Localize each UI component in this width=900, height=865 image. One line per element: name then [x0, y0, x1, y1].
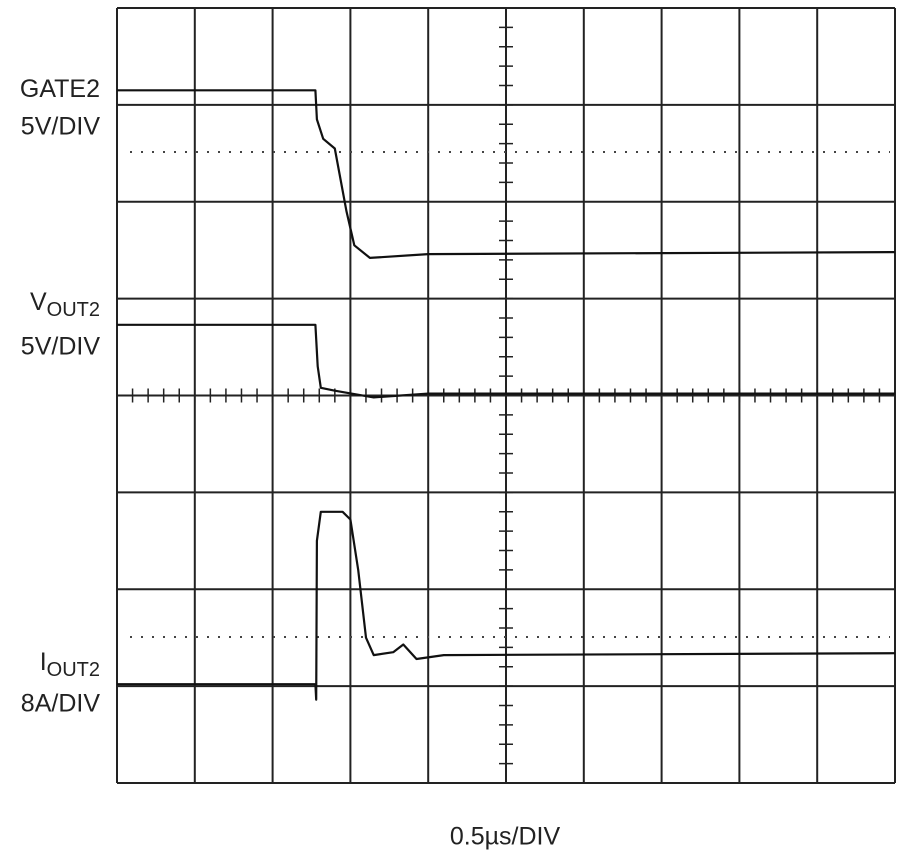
trace-scale: 8A/DIV — [21, 690, 101, 718]
trace — [117, 510, 896, 701]
trace-label: IOUT2 — [40, 648, 100, 682]
trace-label-sub: OUT2 — [47, 659, 100, 681]
trace-label: GATE2 — [20, 75, 100, 103]
trace-label-main: GATE2 — [20, 75, 100, 103]
x-scale-label: 0.5µs/DIV — [450, 823, 561, 851]
graticule — [116, 7, 896, 784]
trace-scale: 5V/DIV — [21, 333, 101, 361]
trace-label-main: I — [40, 648, 47, 676]
trace-label-main: V — [30, 288, 47, 316]
trace — [117, 89, 896, 259]
trace — [117, 323, 895, 399]
trace-label: VOUT2 — [30, 288, 100, 322]
trace-scale: 5V/DIV — [21, 113, 101, 141]
trace-label-sub: OUT2 — [47, 299, 100, 321]
